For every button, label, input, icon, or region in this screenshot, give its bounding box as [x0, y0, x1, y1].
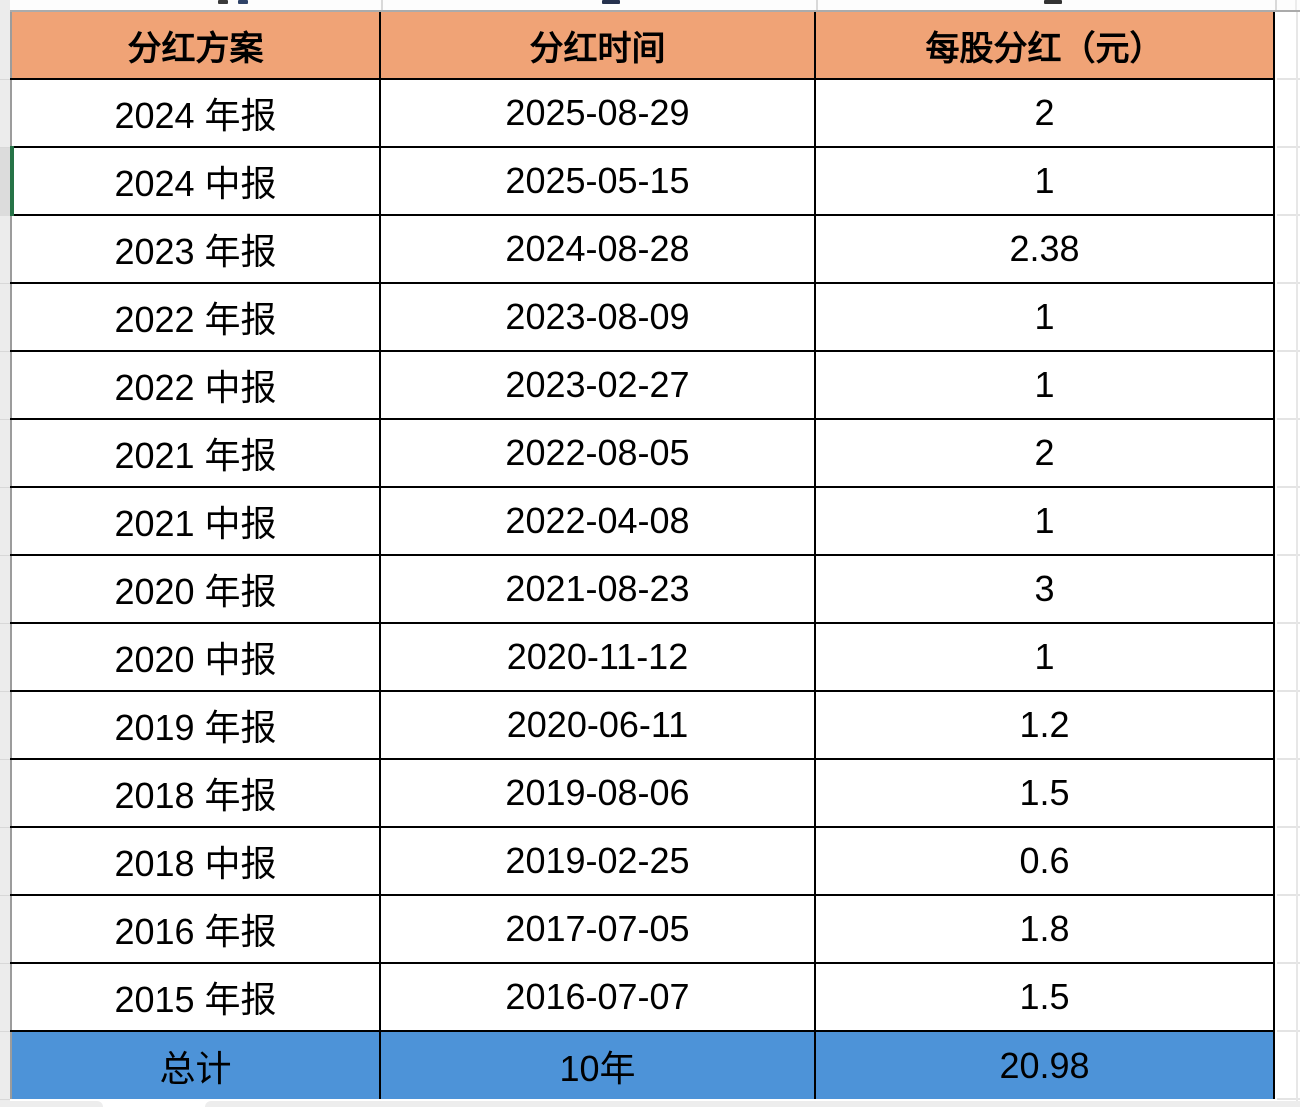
header-cell-dividend[interactable]: 每股分红（元）	[814, 12, 1275, 80]
cell-dividend[interactable]: 1	[814, 486, 1275, 556]
total-row: 总计 10年 20.98	[10, 1030, 1275, 1099]
cell-dividend[interactable]: 1	[814, 350, 1275, 420]
row-header-strip[interactable]	[0, 0, 10, 1101]
cell-dividend[interactable]: 1.2	[814, 690, 1275, 760]
cell-dividend[interactable]: 2	[814, 78, 1275, 148]
table-row: 2024 中报 2025-05-15 1	[10, 146, 1275, 216]
bottom-strip-segment	[103, 1101, 205, 1107]
gridline-tick	[1295, 0, 1297, 10]
header-cell-plan[interactable]: 分红方案	[10, 12, 381, 80]
cell-date[interactable]: 2024-08-28	[379, 214, 816, 284]
cell-date[interactable]: 2025-08-29	[379, 78, 816, 148]
cell-dividend[interactable]: 1	[814, 622, 1275, 692]
sheet-gridline-horizontal	[0, 10, 1300, 12]
cell-plan[interactable]: 2018 中报	[10, 826, 381, 896]
table-row: 2020 中报 2020-11-12 1	[10, 622, 1275, 692]
cell-plan[interactable]: 2020 年报	[10, 554, 381, 624]
bottom-cropped-strip	[0, 1101, 1300, 1107]
right-gridline-strip[interactable]	[1277, 12, 1300, 1101]
cell-plan[interactable]: 2020 中报	[10, 622, 381, 692]
cell-dividend[interactable]: 1.8	[814, 894, 1275, 964]
header-row: 分红方案 分红时间 每股分红（元）	[10, 12, 1275, 80]
cutoff-text-remnant	[1044, 0, 1062, 4]
total-years-cell[interactable]: 10年	[379, 1030, 816, 1099]
cell-selection-border	[10, 146, 14, 216]
cell-dividend[interactable]: 1.5	[814, 962, 1275, 1032]
cell-plan[interactable]: 2019 年报	[10, 690, 381, 760]
cell-dividend[interactable]: 2	[814, 418, 1275, 488]
table-row: 2018 年报 2019-08-06 1.5	[10, 758, 1275, 828]
cell-dividend[interactable]: 3	[814, 554, 1275, 624]
cell-date[interactable]: 2017-07-05	[379, 894, 816, 964]
cell-plan[interactable]: 2022 中报	[10, 350, 381, 420]
cell-plan[interactable]: 2021 年报	[10, 418, 381, 488]
cell-dividend[interactable]: 1	[814, 282, 1275, 352]
gridline-tick	[816, 0, 818, 10]
total-dividend-cell[interactable]: 20.98	[814, 1030, 1275, 1099]
total-label-cell[interactable]: 总计	[10, 1030, 381, 1099]
cell-plan[interactable]: 2021 中报	[10, 486, 381, 556]
cell-dividend[interactable]: 2.38	[814, 214, 1275, 284]
cell-date[interactable]: 2020-06-11	[379, 690, 816, 760]
cell-date[interactable]: 2019-08-06	[379, 758, 816, 828]
table-row: 2023 年报 2024-08-28 2.38	[10, 214, 1275, 284]
table-row: 2016 年报 2017-07-05 1.8	[10, 894, 1275, 964]
cell-date[interactable]: 2021-08-23	[379, 554, 816, 624]
cell-dividend[interactable]: 1	[814, 146, 1275, 216]
cell-date[interactable]: 2020-11-12	[379, 622, 816, 692]
cell-plan[interactable]: 2015 年报	[10, 962, 381, 1032]
table-row: 2021 中报 2022-04-08 1	[10, 486, 1275, 556]
sheet-gridline-vertical	[1296, 12, 1298, 1101]
cutoff-text-remnant	[218, 0, 228, 4]
cell-plan[interactable]: 2022 年报	[10, 282, 381, 352]
cell-dividend[interactable]: 1.5	[814, 758, 1275, 828]
cell-dividend[interactable]: 0.6	[814, 826, 1275, 896]
cutoff-text-remnant	[602, 0, 620, 4]
cell-plan[interactable]: 2016 年报	[10, 894, 381, 964]
cell-date[interactable]: 2023-02-27	[379, 350, 816, 420]
table-row: 2019 年报 2020-06-11 1.2	[10, 690, 1275, 760]
cell-plan[interactable]: 2024 年报	[10, 78, 381, 148]
table-row: 2018 中报 2019-02-25 0.6	[10, 826, 1275, 896]
cell-date[interactable]: 2025-05-15	[379, 146, 816, 216]
table-row: 2015 年报 2016-07-07 1.5	[10, 962, 1275, 1032]
cell-plan[interactable]: 2018 年报	[10, 758, 381, 828]
bottom-strip-segment	[205, 1101, 1300, 1107]
gridline-tick	[1275, 0, 1277, 10]
gridline-tick	[381, 0, 383, 10]
bottom-strip-segment	[0, 1101, 103, 1107]
cell-plan[interactable]: 2024 中报	[10, 146, 381, 216]
cell-date[interactable]: 2022-08-05	[379, 418, 816, 488]
cell-date[interactable]: 2022-04-08	[379, 486, 816, 556]
cell-date[interactable]: 2023-08-09	[379, 282, 816, 352]
top-cropped-row-strip	[0, 0, 1300, 10]
cell-date[interactable]: 2019-02-25	[379, 826, 816, 896]
dividend-table: 分红方案 分红时间 每股分红（元） 2024 年报 2025-08-29 2 2…	[10, 12, 1275, 1099]
table-row: 2022 中报 2023-02-27 1	[10, 350, 1275, 420]
header-cell-date[interactable]: 分红时间	[379, 12, 816, 80]
table-row: 2024 年报 2025-08-29 2	[10, 78, 1275, 148]
cutoff-text-remnant	[238, 0, 248, 4]
cell-date[interactable]: 2016-07-07	[379, 962, 816, 1032]
row-header-selected-highlight	[0, 148, 10, 216]
table-row: 2021 年报 2022-08-05 2	[10, 418, 1275, 488]
table-row: 2022 年报 2023-08-09 1	[10, 282, 1275, 352]
cell-plan[interactable]: 2023 年报	[10, 214, 381, 284]
table-row: 2020 年报 2021-08-23 3	[10, 554, 1275, 624]
